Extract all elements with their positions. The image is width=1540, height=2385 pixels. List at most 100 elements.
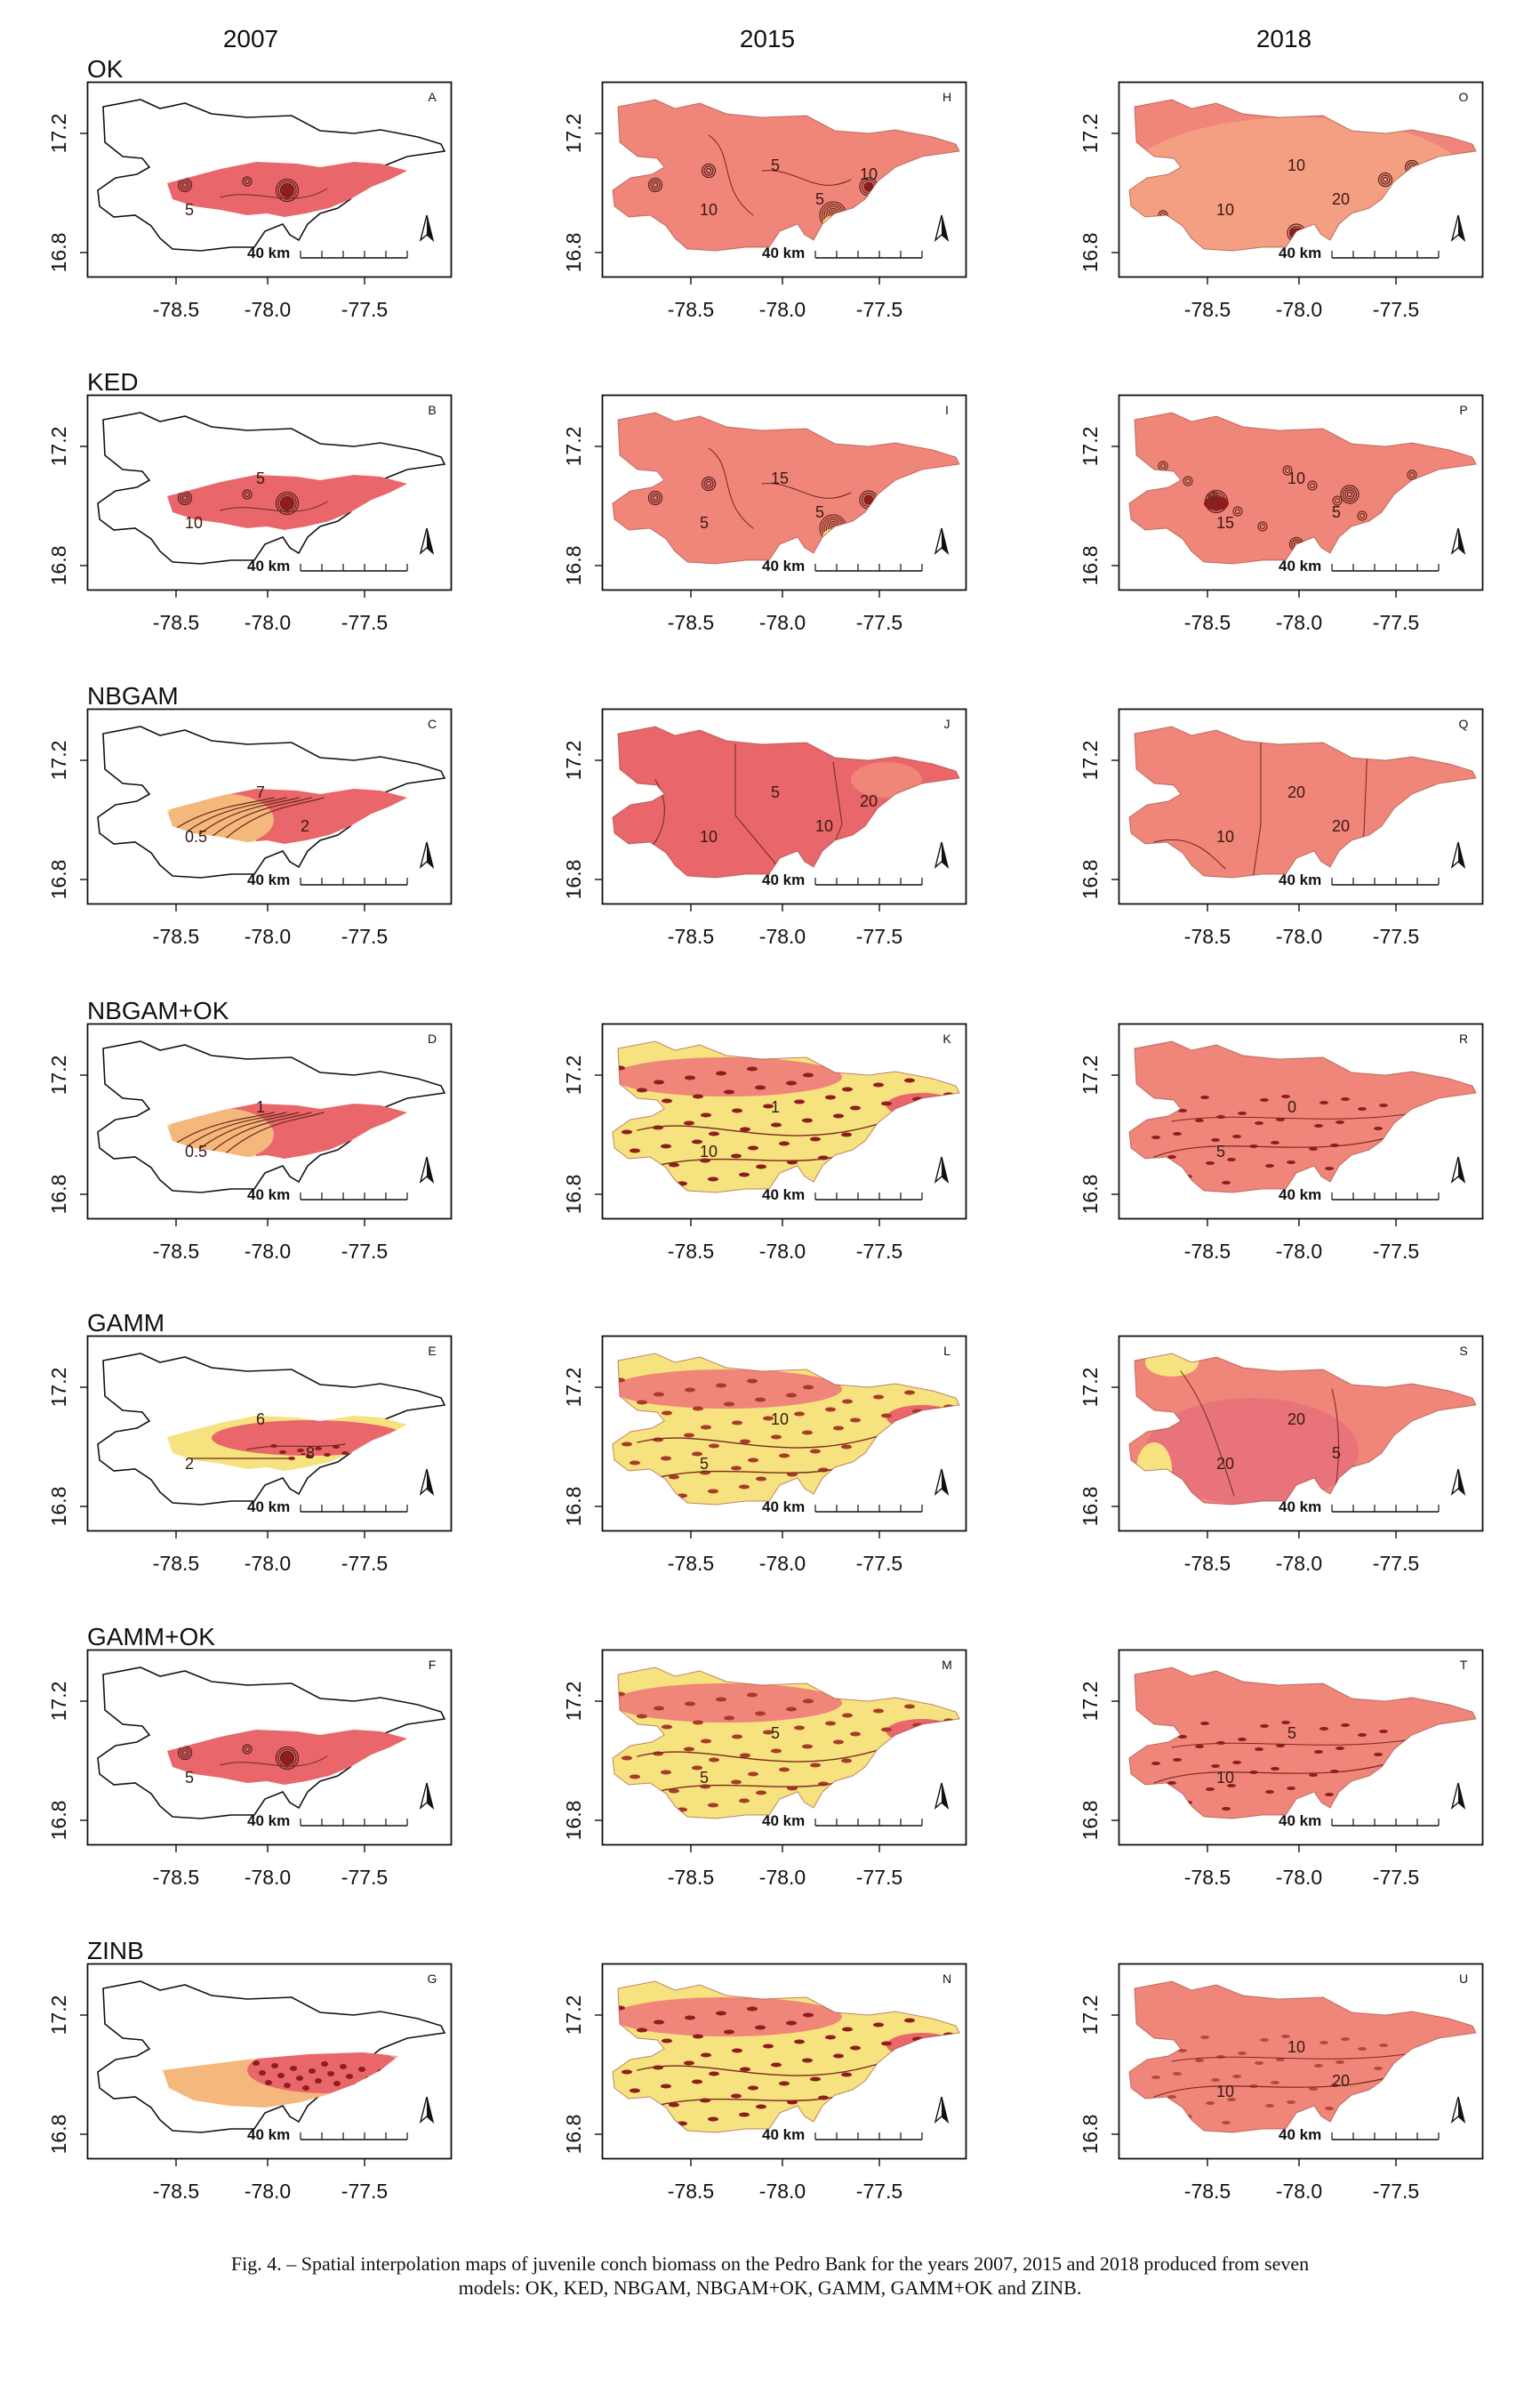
scale-bar: 40 km <box>247 1498 408 1515</box>
y-tick-label: 17.2 <box>562 1368 585 1408</box>
y-tick-label: 16.8 <box>47 2115 70 2155</box>
x-tick-label: -78.5 <box>668 611 714 634</box>
x-tick-label: -77.5 <box>856 611 902 634</box>
x-tick-label: -77.5 <box>341 611 388 634</box>
y-tick-label: 16.8 <box>1079 1801 1102 1841</box>
contour-label: 10 <box>185 514 203 532</box>
contour-label: 5 <box>700 1455 709 1473</box>
y-tick-label: 16.8 <box>47 860 70 900</box>
svg-text:40 km: 40 km <box>762 245 805 261</box>
contour-label: 10 <box>1216 2083 1234 2100</box>
map-panel-zinb-2015: N 40 km -78.5 -78.0 -77.5 17.2 16.8 <box>562 1963 967 2203</box>
axes: -78.5 -78.0 -77.5 17.2 16.8 <box>47 741 388 948</box>
map-panel-ked-2015: 5 15 5 I 40 km -78.5 -78.0 -77.5 17.2 16.8 <box>562 394 967 634</box>
scale-bar: 40 km <box>1279 558 1440 574</box>
svg-text:40 km: 40 km <box>1279 558 1321 574</box>
y-tick-label: 16.8 <box>562 546 585 586</box>
map-panel-nbgam-2018: 10 20 20 Q 40 km -78.5 -78.0 -77.5 17.2 16.8 <box>1079 708 1484 948</box>
scale-bar: 40 km <box>762 1812 923 1829</box>
map-panel-gamm-ok-2018: 10 5 T 40 km -78.5 -78.0 -77.5 17.2 16.8 <box>1079 1649 1484 1889</box>
svg-text:40 km: 40 km <box>762 1186 805 1203</box>
model-label: NBGAM+OK <box>87 997 229 1024</box>
y-tick-label: 16.8 <box>47 1487 70 1527</box>
map-panel-ok-2007: 5 A 40 km -78.5 -78.0 -77.5 17.2 16.8 <box>47 81 453 321</box>
scale-bar: 40 km <box>762 871 923 888</box>
svg-text:40 km: 40 km <box>762 1812 805 1829</box>
contour-label: 0.5 <box>185 828 207 846</box>
north-arrow-icon <box>934 214 950 242</box>
scale-bar: 40 km <box>247 1186 408 1203</box>
svg-text:40 km: 40 km <box>247 2126 290 2143</box>
map-panel-zinb-2018: 10 10 20 U 40 km -78.5 -78.0 -77.5 17.2 16.8 <box>1079 1963 1484 2203</box>
axes: -78.5 -78.0 -77.5 17.2 16.8 <box>47 427 388 634</box>
contour-label: 5 <box>185 201 194 219</box>
svg-text:40 km: 40 km <box>762 1498 805 1515</box>
contour-label: 20 <box>1332 817 1350 835</box>
axes: -78.5 -78.0 -77.5 17.2 16.8 <box>562 114 902 321</box>
north-arrow-icon <box>419 2096 435 2124</box>
y-tick-label: 16.8 <box>1079 1487 1102 1527</box>
contour-label: 5 <box>771 157 780 174</box>
contour-label: 5 <box>1332 1444 1341 1462</box>
north-arrow-icon <box>934 1782 950 1810</box>
north-arrow-icon <box>1450 1468 1466 1496</box>
svg-text:40 km: 40 km <box>247 871 290 888</box>
x-tick-label: -78.0 <box>1276 611 1322 634</box>
contour-label: 10 <box>1287 470 1305 487</box>
north-arrow-icon <box>1450 2096 1466 2124</box>
x-tick-label: -78.5 <box>1184 1866 1231 1889</box>
x-tick-label: -78.0 <box>759 1866 806 1889</box>
contour-label: 7 <box>256 783 265 801</box>
x-tick-label: -77.5 <box>341 1866 388 1889</box>
contour-label: 10 <box>1216 1769 1234 1787</box>
contour-label: 20 <box>1216 1455 1234 1473</box>
north-arrow-icon <box>419 214 435 242</box>
x-tick-label: -77.5 <box>1373 611 1419 634</box>
map-panel-nbgam-2015: 10 5 10 20 J 40 km -78.5 -78.0 -77.5 17.2 16.8 <box>562 708 967 948</box>
y-tick-label: 16.8 <box>562 1175 585 1215</box>
contour-label: 5 <box>771 1724 780 1742</box>
panel-letter: Q <box>1459 717 1469 731</box>
contour-label: 5 <box>185 1769 194 1787</box>
y-tick-label: 17.2 <box>47 741 70 781</box>
x-tick-label: -78.5 <box>153 611 199 634</box>
axes: -78.5 -78.0 -77.5 17.2 16.8 <box>47 1682 388 1889</box>
panel-letter: U <box>1459 1971 1468 1986</box>
contour-label: 20 <box>860 792 878 810</box>
axes: -78.5 -78.0 -77.5 17.2 16.8 <box>1079 114 1419 321</box>
scale-bar: 40 km <box>762 1186 923 1203</box>
x-tick-label: -78.0 <box>1276 1552 1322 1575</box>
model-label: GAMM+OK <box>87 1623 215 1650</box>
scale-bar: 40 km <box>1279 1498 1440 1515</box>
x-tick-label: -77.5 <box>341 1552 388 1575</box>
svg-text:40 km: 40 km <box>1279 2126 1321 2143</box>
x-tick-label: -78.5 <box>1184 2180 1231 2203</box>
y-tick-label: 16.8 <box>47 546 70 586</box>
panel-letter: O <box>1459 90 1469 104</box>
x-tick-label: -77.5 <box>341 925 388 948</box>
panel-letter: D <box>428 1032 437 1046</box>
axes: -78.5 -78.0 -77.5 17.2 16.8 <box>562 427 902 634</box>
x-tick-label: -78.0 <box>759 925 806 948</box>
panel-letter: K <box>942 1032 951 1046</box>
axes: -78.5 -78.0 -77.5 17.2 16.8 <box>562 1056 902 1263</box>
contour-label: 0.5 <box>185 1143 207 1160</box>
contour-label: 2 <box>301 817 309 835</box>
x-tick-label: -77.5 <box>1373 2180 1419 2203</box>
y-tick-label: 16.8 <box>562 1801 585 1841</box>
contour-label: 10 <box>815 817 833 835</box>
y-tick-label: 16.8 <box>1079 1175 1102 1215</box>
x-tick-label: -78.5 <box>153 925 199 948</box>
scale-bar: 40 km <box>247 245 408 261</box>
map-panel-zinb-2007: G 40 km -78.5 -78.0 -77.5 17.2 16.8 <box>47 1963 453 2203</box>
axes: -78.5 -78.0 -77.5 17.2 16.8 <box>47 114 388 321</box>
x-tick-label: -78.0 <box>759 611 806 634</box>
north-arrow-icon <box>1450 1782 1466 1810</box>
contour-label: 5 <box>1216 1143 1225 1160</box>
north-arrow-icon <box>934 1156 950 1184</box>
y-tick-label: 16.8 <box>1079 233 1102 273</box>
contour-label: 5 <box>700 514 709 532</box>
x-tick-label: -77.5 <box>856 1552 902 1575</box>
contour-label: 10 <box>1287 2038 1305 2056</box>
y-tick-label: 17.2 <box>562 114 585 154</box>
